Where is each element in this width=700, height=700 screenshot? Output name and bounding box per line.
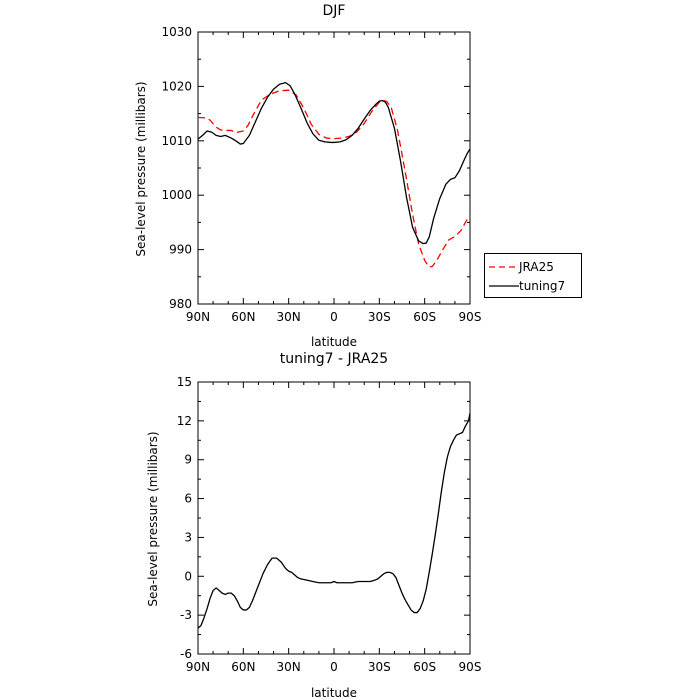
tuning7-series-line bbox=[197, 81, 471, 245]
x-tick-label: 0 bbox=[330, 660, 338, 674]
bottom-chart-title: tuning7 - JRA25 bbox=[280, 351, 388, 367]
top-chart-legend: JRA25 tuning7 bbox=[484, 253, 582, 298]
legend-label-tuning7: tuning7 bbox=[519, 279, 566, 293]
x-tick-label: 90S bbox=[459, 310, 482, 324]
x-tick-label: 90N bbox=[186, 660, 210, 674]
y-tick-label: 990 bbox=[169, 243, 192, 257]
top-plot-frame bbox=[197, 31, 471, 305]
y-tick-label: 3 bbox=[184, 530, 192, 544]
y-tick-label: -6 bbox=[180, 647, 192, 661]
y-tick-label: 980 bbox=[169, 297, 192, 311]
x-tick-label: 60N bbox=[231, 310, 255, 324]
x-tick-label: 60S bbox=[413, 310, 436, 324]
y-tick-label: 0 bbox=[184, 569, 192, 583]
x-tick-label: 90N bbox=[186, 310, 210, 324]
top-y-axis-label: Sea-level pressure (millibars) bbox=[134, 81, 148, 256]
x-tick-label: 60N bbox=[231, 660, 255, 674]
solid-line-swatch bbox=[489, 285, 519, 287]
top-panel-djf: DJF Sea-level pressure (millibars) latit… bbox=[134, 3, 481, 349]
bottom-x-axis-label: latitude bbox=[311, 686, 357, 700]
y-tick-label: 12 bbox=[177, 414, 192, 428]
x-tick-label: 30N bbox=[277, 660, 301, 674]
legend-label-jra25: JRA25 bbox=[519, 260, 554, 274]
x-tick-label: 60S bbox=[413, 660, 436, 674]
y-tick-label: 15 bbox=[177, 375, 192, 389]
jra25-series-line bbox=[197, 89, 471, 268]
legend-item-tuning7: tuning7 bbox=[485, 278, 581, 294]
legend-item-jra25: JRA25 bbox=[485, 259, 581, 275]
x-tick-label: 0 bbox=[330, 310, 338, 324]
top-chart-title: DJF bbox=[323, 3, 346, 19]
bottom-panel-difference: tuning7 - JRA25 Sea-level pressure (mill… bbox=[146, 351, 481, 700]
x-tick-label: 30S bbox=[368, 310, 391, 324]
x-tick-label: 90S bbox=[459, 660, 482, 674]
x-tick-label: 30N bbox=[277, 310, 301, 324]
y-tick-label: 9 bbox=[184, 453, 192, 467]
y-tick-label: 6 bbox=[184, 492, 192, 506]
y-tick-label: 1020 bbox=[161, 79, 192, 93]
top-x-axis-label: latitude bbox=[311, 335, 357, 349]
difference-series-line bbox=[197, 412, 471, 629]
y-tick-label: 1030 bbox=[161, 25, 192, 39]
y-tick-label: -3 bbox=[180, 608, 192, 622]
bottom-plot-frame bbox=[197, 381, 471, 655]
y-tick-label: 1000 bbox=[161, 188, 192, 202]
y-tick-label: 1010 bbox=[161, 134, 192, 148]
x-tick-label: 30S bbox=[368, 660, 391, 674]
dashed-line-swatch bbox=[489, 266, 519, 268]
bottom-y-axis-label: Sea-level pressure (millibars) bbox=[146, 431, 160, 606]
